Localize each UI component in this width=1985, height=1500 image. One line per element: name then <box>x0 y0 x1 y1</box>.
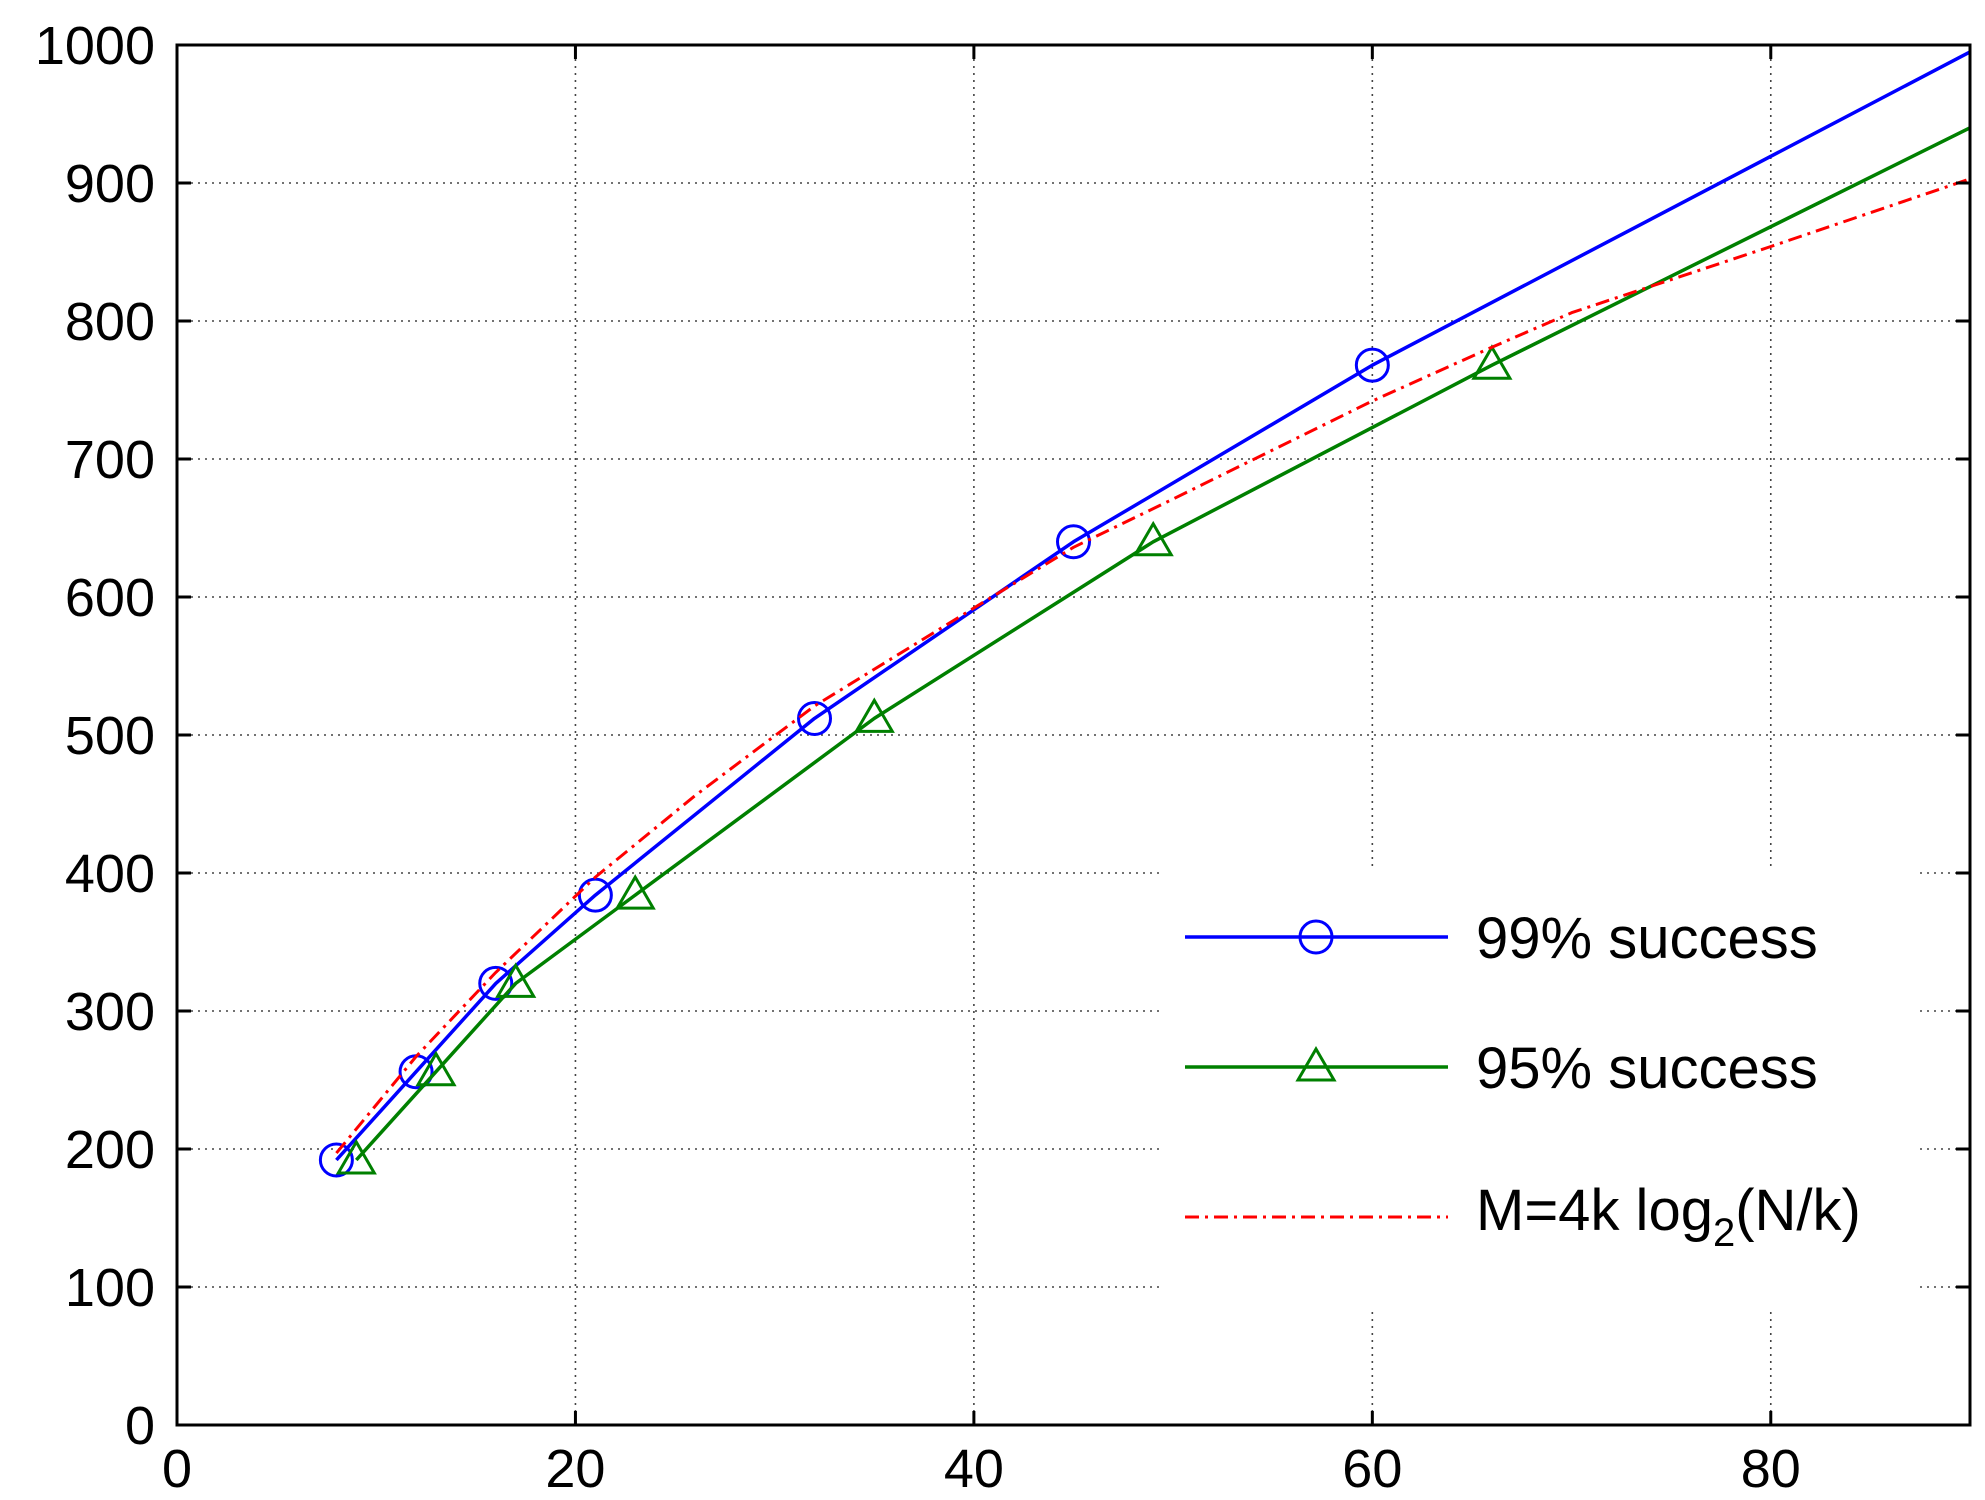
y-tick-label-1000: 1000 <box>35 16 155 76</box>
x-tick-label-80: 80 <box>1741 1439 1801 1499</box>
data-point-1-1 <box>415 1050 457 1087</box>
legend-formula-main: M=4k log <box>1476 1178 1713 1243</box>
y-tick-label-600: 600 <box>65 568 155 628</box>
x-tick-label-60: 60 <box>1342 1439 1402 1499</box>
data-point-1-2 <box>495 962 537 998</box>
legend-formula-subscript: 2 <box>1713 1211 1735 1255</box>
y-tick-label-700: 700 <box>65 430 155 490</box>
legend-entry-99: 99% success <box>1185 906 1818 971</box>
y-tick-label-200: 200 <box>65 1120 155 1180</box>
y-tick-label-300: 300 <box>65 982 155 1042</box>
series-line-2 <box>335 177 1971 1155</box>
data-point-0-4 <box>797 700 833 736</box>
data-point-1-4 <box>853 697 895 733</box>
x-tick-label-40: 40 <box>944 1439 1004 1499</box>
legend-label-95: 95% success <box>1476 1036 1818 1101</box>
legend-entry-95: 95% success <box>1185 1036 1818 1101</box>
data-point-1-0 <box>335 1139 377 1175</box>
ticks: 0 20 40 60 800100200300400500600700800900100… <box>35 16 1970 1499</box>
legend-label-99: 99% success <box>1476 906 1818 971</box>
legend-entry-formula: M=4k log2(N/k) <box>1185 1178 1861 1255</box>
y-tick-label-400: 400 <box>65 844 155 904</box>
legend-background <box>1162 870 1917 1310</box>
legend-label-formula: M=4k log2(N/k) <box>1476 1178 1861 1255</box>
y-tick-label-500: 500 <box>65 706 155 766</box>
y-tick-label-0: 0 <box>125 1396 155 1456</box>
y-tick-label-100: 100 <box>65 1258 155 1318</box>
series-line-0 <box>335 50 1971 1162</box>
legend: 99% success 95% success M=4k log2(N/k) <box>1162 870 1917 1310</box>
data-point-0-0 <box>318 1142 354 1178</box>
y-tick-label-900: 900 <box>65 154 155 214</box>
series-line-1 <box>355 126 1971 1162</box>
legend-formula-suffix: (N/k) <box>1735 1178 1861 1243</box>
legend-marker-triangle <box>1295 1046 1337 1082</box>
legend-marker-circle <box>1298 919 1334 955</box>
y-tick-label-800: 800 <box>65 292 155 352</box>
data-point-0-2 <box>478 965 514 1001</box>
data-point-1-3 <box>614 874 656 910</box>
data-point-1-6 <box>1471 344 1513 380</box>
data-point-1-5 <box>1132 520 1174 557</box>
x-tick-label-0: 0 <box>162 1439 192 1499</box>
data-point-0-6 <box>1354 347 1390 383</box>
x-tick-label-20: 20 <box>545 1439 605 1499</box>
series-group <box>318 50 1971 1178</box>
data-point-0-5 <box>1056 524 1091 560</box>
